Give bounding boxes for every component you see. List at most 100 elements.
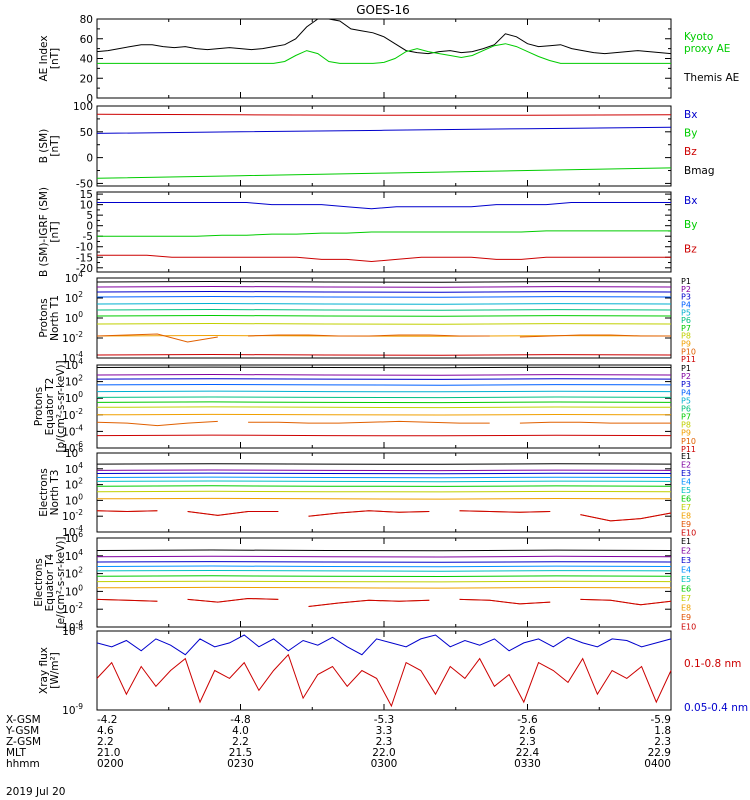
x-axis-tick-label: 0200: [97, 758, 124, 770]
y-tick-exponent: 4: [78, 548, 83, 557]
y-tick-label: 0: [86, 221, 93, 233]
legend-item-P7: P7: [681, 413, 691, 422]
legend-item-P8: P8: [681, 332, 691, 341]
y-axis-label-line: B (SM)-IGRF (SM): [38, 187, 50, 277]
legend-item-E3: E3: [681, 469, 691, 478]
panel-bsm: -50 0 50 100 B (SM)[nT] Bx By Bz Bmag: [38, 101, 715, 190]
y-axis-label-line: North T1: [49, 295, 61, 341]
y-tick-label: 102: [65, 374, 83, 389]
panel-frame: [96, 537, 672, 628]
series-line-by: [97, 230, 671, 237]
channel-line-E8: [96, 497, 672, 500]
channel-line-E3: [96, 561, 672, 563]
y-tick-label: 100: [73, 101, 93, 113]
panel-ae: 0 20 40 60 80 AE Index[nT] Kyoto proxy AE Themis…: [38, 14, 739, 105]
x-axis-row-label: MLT: [6, 747, 26, 759]
series-line-themis-ae: [96, 18, 672, 55]
y-tick-label: 60: [80, 34, 93, 46]
legend-item-E6: E6: [681, 495, 691, 504]
y-axis-label: B (SM)[nT]: [38, 129, 61, 163]
legend-item-E6: E6: [681, 585, 691, 594]
channel-line-E10: [96, 510, 672, 522]
channel-line-P6: [96, 308, 672, 311]
y-tick-exponent: 0: [78, 492, 83, 501]
legend-item-P9: P9: [681, 340, 691, 349]
panel-frame: [96, 105, 672, 187]
legend-item-P3: P3: [681, 293, 691, 302]
y-tick-label: 102: [65, 477, 83, 492]
y-axis-label-line: [nT]: [49, 48, 61, 69]
legend-item-E4: E4: [681, 478, 691, 487]
series-line-by: [96, 167, 672, 179]
x-axis-tick-label: 2.2: [232, 736, 249, 748]
legend-line: proxy AE: [684, 43, 730, 55]
y-axis-label-line: [p/(cm²-s-sr-keV)]: [55, 360, 67, 452]
x-axis-tick-label: 0330: [514, 758, 541, 770]
y-axis-label-line: Equator T4: [44, 553, 56, 611]
y-tick-label: 80: [80, 14, 93, 26]
y-tick-label: 10-9: [62, 702, 83, 717]
y-tick-exponent: 0: [78, 390, 83, 399]
legend-item-P10: P10: [681, 437, 696, 446]
plot-title: GOES-16: [356, 3, 410, 17]
channel-line-E6: [96, 575, 672, 578]
legend-item-E1: E1: [681, 452, 691, 461]
legend-item-themis: Themis AE: [683, 72, 739, 84]
x-axis-tick-label: 1.8: [654, 725, 671, 737]
y-tick-label: 100: [65, 310, 83, 325]
y-axis-label-line: B (SM): [38, 129, 50, 163]
series-line-bz: [96, 113, 672, 116]
y-tick-label: 20: [80, 73, 93, 85]
y-tick-exponent: 2: [78, 374, 83, 383]
y-tick-label: 104: [65, 461, 83, 476]
legend-item-P1: P1: [681, 364, 691, 373]
y-tick-label: 10-2: [62, 330, 83, 345]
channel-line-E10: [96, 597, 672, 607]
channel-line-P4: [96, 295, 672, 298]
channel-line-P7: [96, 314, 672, 317]
legend-item-long: 0.1-0.8 nm: [684, 658, 741, 670]
y-tick-label: 40: [80, 54, 93, 66]
channel-line-E4: [96, 565, 672, 568]
x-axis-tick-label: 2.3: [376, 736, 393, 748]
channel-line-E8: [96, 586, 672, 589]
panel-frame: [96, 452, 672, 533]
y-tick-label: 102: [65, 566, 83, 581]
y-tick-exponent: 2: [78, 477, 83, 486]
legend-item-P5: P5: [681, 308, 691, 317]
x-axis-tick-label: 22.9: [648, 747, 671, 759]
y-tick-exponent: -4: [76, 350, 84, 359]
legend-item-P9: P9: [681, 429, 691, 438]
x-axis-table: X-GSMY-GSMZ-GSMMLThhmm-4.24.62.221.00200…: [5, 714, 671, 770]
channel-line-E2: [96, 555, 672, 558]
x-axis-tick-label: 2.3: [654, 736, 671, 748]
x-axis-row-label: Z-GSM: [6, 736, 41, 748]
x-axis-tick-label: -5.3: [374, 714, 395, 726]
y-tick-exponent: 0: [78, 310, 83, 319]
y-tick-label: 100: [65, 390, 83, 405]
legend-item-kyoto: Kyoto proxy AE: [684, 31, 730, 55]
y-tick-label: 100: [65, 492, 83, 507]
channel-line-E5: [96, 569, 672, 572]
legend-item-By: By: [684, 219, 697, 231]
series-line-bx: [97, 202, 671, 210]
y-tick-label: -20: [76, 263, 93, 275]
legend-item-E2: E2: [681, 547, 691, 556]
legend-item-Bz: Bz: [684, 146, 697, 158]
channel-line-P11: [96, 434, 672, 437]
y-tick-label: 15: [80, 189, 93, 201]
y-axis-label: B (SM)-IGRF (SM)[nT]: [38, 187, 61, 277]
channel-line-E4: [96, 476, 672, 479]
series-line-bx: [96, 126, 672, 134]
y-tick-label: -10: [76, 242, 93, 254]
y-axis-label-line: North T3: [49, 470, 61, 516]
legend-item-Bx: Bx: [684, 109, 697, 121]
y-tick-exponent: -9: [76, 702, 84, 711]
channel-line-E1: [96, 463, 672, 465]
y-tick-exponent: 6: [78, 530, 83, 539]
y-axis-label: ProtonsNorth T1: [38, 295, 61, 341]
y-tick-label: -50: [76, 178, 93, 190]
